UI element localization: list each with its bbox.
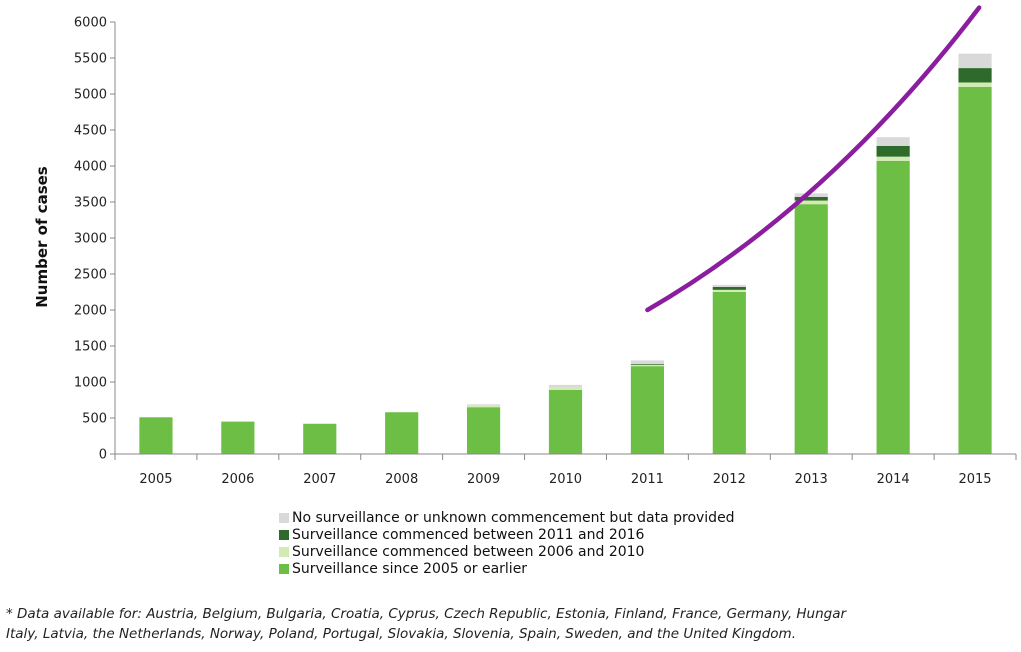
y-tick-label: 2500 [74,268,107,283]
bar-segment-2005-series-1 [139,417,173,454]
x-tick-label: 2006 [221,472,254,487]
footnote: * Data available for: Austria, Belgium, … [6,604,1018,644]
y-tick-label: 500 [82,412,107,427]
x-tick-label: 2012 [713,472,746,487]
y-tick-label: 0 [99,448,107,463]
bar-segment-2011-series-1 [630,366,664,454]
legend-swatch [279,546,289,557]
footnote-line-1: * Data available for: Austria, Belgium, … [6,606,847,622]
bar-segment-2014-series-4 [876,137,910,146]
x-tick-label: 2011 [631,472,664,487]
bar-segment-2011-series-2 [630,364,664,367]
y-tick-label: 4000 [74,160,107,175]
bar-segment-2009-series-2 [467,405,501,408]
legend-label: Surveillance commenced between 2011 and … [292,526,645,543]
bar-segment-2013-series-4 [794,193,828,197]
bar-segment-2010-series-4 [548,384,583,388]
y-tick-label: 3500 [74,196,107,211]
bar-segment-2014-series-3 [876,145,910,157]
bar-segment-2006-series-1 [221,421,255,454]
bar-segment-2009-series-4 [467,404,501,406]
bar-segment-2010-series-1 [548,389,583,454]
y-tick-label: 1500 [74,340,107,355]
legend: No surveillance or unknown commencement … [279,509,735,577]
bar-segment-2011-series-3 [630,364,664,365]
legend-item: No surveillance or unknown commencement … [279,509,735,526]
x-tick-label: 2015 [958,472,991,487]
y-tick-label: 6000 [74,16,107,31]
bar-segment-2014-series-2 [876,156,910,161]
bar-segment-2007-series-1 [303,423,337,454]
bar-segment-2015-series-1 [958,86,992,455]
bar-segment-2015-series-3 [958,68,992,83]
bar-segment-2010-series-2 [548,387,583,390]
bar-segment-2009-series-1 [467,407,501,454]
bar-segment-2013-series-1 [794,204,828,454]
y-tick-label: 2000 [74,304,107,319]
legend-item: Surveillance commenced between 2011 and … [279,526,735,543]
legend-swatch [279,529,289,540]
y-axis-label: Number of cases [33,166,51,308]
bar-segment-2013-series-3 [794,196,828,201]
y-tick-label: 4500 [74,124,107,139]
legend-item: Surveillance since 2005 or earlier [279,560,735,577]
bar-segment-2012-series-2 [712,289,746,292]
bar-segment-2008-series-1 [385,412,419,454]
y-tick-label: 5500 [74,52,107,67]
trend-arrow [645,5,982,313]
legend-swatch [279,512,289,523]
bar-segment-2014-series-1 [876,160,910,454]
y-tick-label: 1000 [74,376,107,391]
x-tick-label: 2007 [303,472,336,487]
legend-item: Surveillance commenced between 2006 and … [279,543,735,560]
bar-segment-2011-series-4 [630,360,664,364]
y-tick-label: 3000 [74,232,107,247]
legend-label: No surveillance or unknown commencement … [292,509,735,526]
bar-segment-2012-series-3 [712,286,746,290]
bar-segment-2012-series-1 [712,292,746,454]
bar-segment-2015-series-4 [958,53,992,69]
bar-segment-2015-series-2 [958,82,992,87]
bar-segment-2013-series-2 [794,200,828,205]
legend-label: Surveillance commenced between 2006 and … [292,543,645,560]
legend-swatch [279,563,289,574]
x-tick-label: 2014 [877,472,910,487]
x-tick-label: 2013 [795,472,828,487]
y-tick-label: 5000 [74,88,107,103]
legend-label: Surveillance since 2005 or earlier [292,560,528,577]
x-tick-label: 2008 [385,472,418,487]
x-tick-label: 2009 [467,472,500,487]
x-tick-label: 2005 [139,472,172,487]
x-tick-label: 2010 [549,472,582,487]
footnote-line-2: Italy, Latvia, the Netherlands, Norway, … [6,626,796,642]
bar-segment-2012-series-4 [712,284,746,287]
